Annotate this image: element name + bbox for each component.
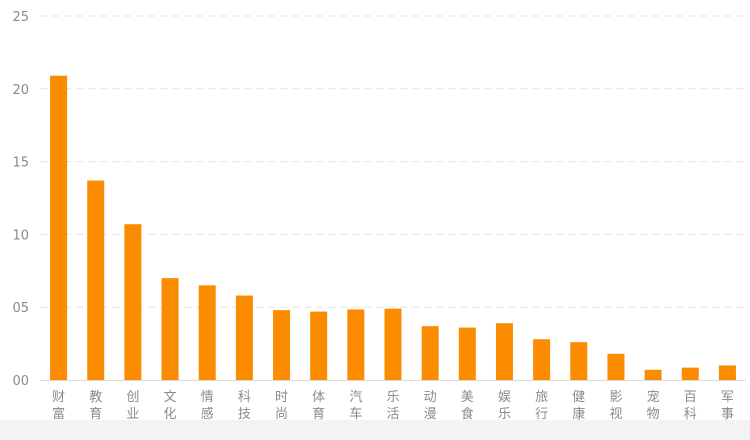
bar-6 [273, 310, 291, 380]
x-tick-label-17: 百 [684, 390, 697, 405]
bar-7 [310, 311, 328, 380]
x-tick-label-11: 食 [461, 406, 474, 422]
x-tick-label-7: 育 [312, 406, 325, 422]
bar-8 [347, 309, 365, 380]
bar-12 [495, 323, 513, 380]
x-tick-label-4: 感 [201, 406, 214, 422]
y-tick-label: 00 [12, 374, 29, 389]
x-tick-label-11: 美 [461, 390, 474, 405]
bar-10 [421, 326, 439, 380]
x-tick-label-18: 事 [721, 407, 734, 422]
y-tick-label: 25 [12, 10, 29, 25]
x-tick-label-9: 乐 [386, 390, 399, 405]
x-tick-label-2: 创 [126, 390, 139, 405]
x-tick-label-10: 动 [424, 390, 437, 405]
x-tick-label-12: 乐 [498, 407, 511, 422]
x-tick-label-6: 时 [275, 390, 288, 405]
bar-2 [124, 224, 142, 380]
bar-14 [570, 342, 588, 380]
bar-18 [718, 365, 736, 380]
bar-17 [681, 367, 699, 380]
x-tick-label-17: 科 [684, 407, 697, 422]
x-tick-label-1: 教 [89, 389, 102, 405]
x-tick-label-5: 技 [238, 407, 251, 422]
bar-11 [458, 327, 476, 380]
bar-9 [384, 308, 402, 380]
y-tick-label: 10 [12, 228, 29, 243]
x-tick-label-2: 业 [126, 407, 139, 422]
bar-4 [198, 285, 216, 380]
x-tick-label-13: 旅 [535, 390, 548, 405]
x-tick-label-0: 财 [52, 390, 65, 405]
bar-5 [235, 295, 253, 380]
bar-1 [87, 180, 105, 380]
bar-3 [161, 278, 179, 380]
x-tick-label-16: 物 [647, 407, 660, 422]
y-tick-label: 15 [12, 156, 29, 171]
grid-lines [40, 15, 746, 308]
bar-15 [607, 353, 625, 380]
y-axis-ticks: 00 05 10 15 20 25 [12, 10, 29, 389]
x-tick-label-5: 科 [238, 390, 251, 405]
bars [50, 75, 736, 381]
x-tick-label-3: 化 [164, 407, 177, 422]
x-tick-label-3: 文 [164, 390, 177, 405]
x-tick-label-6: 尚 [275, 407, 288, 422]
footer-band [0, 420, 750, 440]
x-tick-label-13: 行 [535, 407, 548, 422]
x-tick-label-8: 汽 [349, 390, 362, 405]
bar-16 [644, 369, 662, 380]
x-tick-label-18: 军 [721, 390, 734, 405]
x-tick-label-8: 车 [349, 406, 362, 422]
x-tick-label-10: 漫 [424, 407, 437, 422]
x-tick-label-1: 育 [89, 406, 102, 422]
bar-13 [533, 339, 551, 380]
x-tick-label-15: 视 [609, 407, 622, 422]
y-tick-label: 05 [12, 301, 29, 316]
x-tick-label-9: 活 [386, 407, 399, 422]
y-tick-label: 20 [12, 83, 29, 98]
x-tick-label-7: 体 [312, 390, 325, 405]
x-tick-label-12: 娱 [498, 390, 511, 405]
bar-0 [50, 75, 68, 381]
x-tick-label-15: 影 [609, 390, 622, 405]
x-tick-label-0: 富 [52, 406, 65, 422]
x-tick-label-14: 康 [572, 406, 585, 422]
x-tick-label-4: 情 [201, 390, 214, 405]
x-tick-label-14: 健 [572, 390, 585, 405]
x-tick-label-16: 宠 [647, 389, 660, 405]
